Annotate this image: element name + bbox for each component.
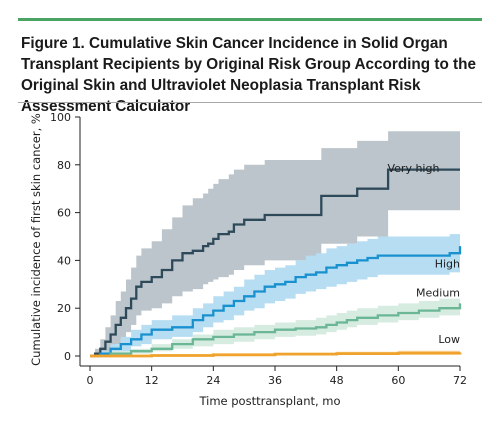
x-axis-title: Time posttransplant, mo bbox=[198, 394, 340, 408]
x-tick-label: 36 bbox=[268, 374, 282, 387]
y-tick-label: 0 bbox=[64, 350, 71, 363]
line-low bbox=[90, 351, 462, 358]
x-tick-label: 0 bbox=[87, 374, 94, 387]
band-medium bbox=[90, 296, 460, 356]
top-accent-rule bbox=[18, 18, 482, 21]
series-label-low: Low bbox=[438, 333, 460, 346]
x-tick-label: 12 bbox=[145, 374, 159, 387]
series-label-very-high: Very high bbox=[387, 162, 439, 175]
line-medium bbox=[90, 303, 462, 358]
y-tick-label: 60 bbox=[57, 207, 71, 220]
y-tick-label: 100 bbox=[50, 111, 71, 124]
figure-title: Figure 1. Cumulative Skin Cancer Inciden… bbox=[21, 35, 477, 115]
y-tick-label: 20 bbox=[57, 302, 71, 315]
x-tick-label: 72 bbox=[453, 374, 467, 387]
series-label-medium: Medium bbox=[416, 286, 460, 299]
x-tick-label: 60 bbox=[391, 374, 405, 387]
series-labels: Very high High Medium Low bbox=[387, 162, 460, 346]
line-very-high bbox=[90, 168, 460, 358]
y-axis-title: Cumulative incidence of first skin cance… bbox=[29, 113, 43, 366]
y-tick-label: 40 bbox=[57, 254, 71, 267]
line-high bbox=[90, 246, 462, 358]
title-divider bbox=[18, 102, 482, 103]
series-lines bbox=[90, 168, 462, 358]
axes bbox=[79, 117, 460, 367]
band-very-high bbox=[90, 131, 460, 356]
series-label-high: High bbox=[435, 258, 460, 271]
x-tick-label: 48 bbox=[330, 374, 344, 387]
axis-ticks: 0 12 24 36 48 60 72 0 20 40 60 80 100 bbox=[50, 111, 467, 387]
y-tick-label: 80 bbox=[57, 159, 71, 172]
x-tick-label: 24 bbox=[206, 374, 220, 387]
